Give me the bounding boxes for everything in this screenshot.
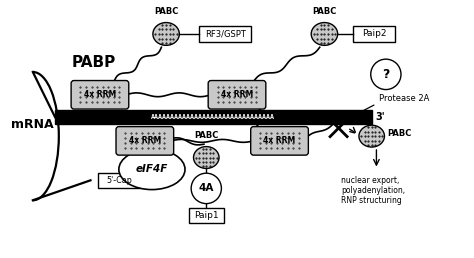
Ellipse shape: [311, 22, 337, 45]
Text: PABC: PABC: [154, 7, 178, 16]
Circle shape: [371, 59, 401, 90]
Text: Paip2: Paip2: [362, 29, 386, 38]
Bar: [189, 208, 224, 223]
Text: mRNA: mRNA: [10, 118, 53, 131]
Text: RF3/GSPT: RF3/GSPT: [205, 29, 246, 38]
Text: 4x RRM: 4x RRM: [264, 136, 296, 145]
Text: 5'-Cap: 5'-Cap: [106, 176, 132, 185]
Bar: [199, 26, 251, 42]
Ellipse shape: [359, 125, 384, 147]
FancyBboxPatch shape: [251, 127, 309, 155]
Text: 3': 3': [375, 112, 385, 122]
Circle shape: [191, 173, 221, 204]
Ellipse shape: [193, 147, 219, 168]
Text: 4A: 4A: [199, 183, 214, 194]
Text: 4x RRM: 4x RRM: [129, 136, 161, 145]
Ellipse shape: [153, 22, 179, 45]
Text: PABP: PABP: [72, 55, 116, 70]
Text: 4x RRM: 4x RRM: [221, 90, 253, 99]
Text: Protease 2A: Protease 2A: [379, 94, 429, 103]
FancyBboxPatch shape: [71, 80, 129, 109]
FancyBboxPatch shape: [208, 80, 266, 109]
Text: PABC: PABC: [194, 131, 219, 140]
Text: PABC: PABC: [387, 129, 411, 138]
Bar: [353, 26, 395, 42]
Text: 4x RRM: 4x RRM: [84, 90, 116, 99]
FancyBboxPatch shape: [116, 127, 173, 155]
Ellipse shape: [119, 149, 185, 190]
Text: PABC: PABC: [312, 7, 337, 16]
Text: eIF4F: eIF4F: [136, 164, 168, 174]
Text: ?: ?: [382, 68, 390, 81]
Text: nuclear export,
polyadenylation,
RNP structuring: nuclear export, polyadenylation, RNP str…: [341, 176, 405, 205]
Text: Paip1: Paip1: [194, 211, 219, 220]
Bar: [98, 173, 140, 188]
Text: AAAAAAAAAAAAAAAAAAAAAAAAAAAAAAA: AAAAAAAAAAAAAAAAAAAAAAAAAAAAAAA: [151, 114, 275, 120]
Bar: [55, 110, 372, 124]
